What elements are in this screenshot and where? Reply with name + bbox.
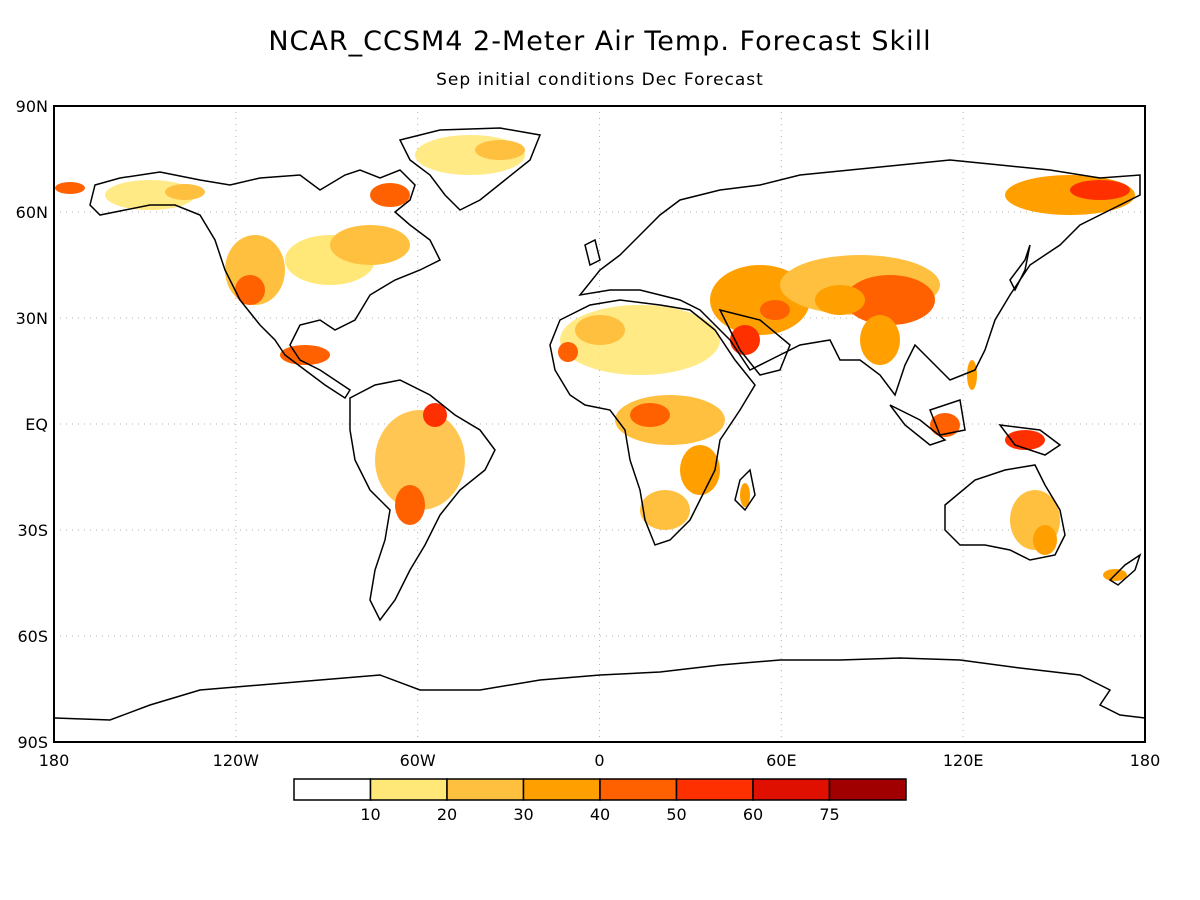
coastlines [54,127,1146,721]
colorbar-swatch [293,778,372,801]
lat-tick-label: 90S [17,733,48,752]
colorbar-swatch [675,778,754,801]
lon-tick-label: 120W [213,751,260,770]
lon-tick-label: 60W [400,751,436,770]
skill-shading [55,135,1135,581]
map-frame [53,105,1146,743]
colorbar-swatch [828,778,907,801]
colorbar-swatch [599,778,678,801]
lat-tick-label: 30S [17,521,48,540]
lon-tick-label: 120E [943,751,984,770]
longitude-labels: 180 120W 60W 0 60E 120E 180 [39,751,1161,770]
colorbar-label: 50 [666,805,686,824]
colorbar-swatch [522,778,601,801]
lat-tick-label: 60S [17,627,48,646]
lon-tick-label: 60E [766,751,796,770]
lat-tick-label: EQ [25,415,48,434]
lon-tick-label: 180 [39,751,70,770]
colorbar-swatch [752,778,831,801]
colorbar-label: 20 [437,805,457,824]
colorbar-swatch [369,778,448,801]
colorbar-label: 60 [743,805,763,824]
latitude-labels: 90N 60N 30N EQ 30S 60S 90S [16,97,48,752]
colorbar-swatch [446,778,525,801]
map-subtitle: Sep initial conditions Dec Forecast [436,70,764,90]
lon-tick-label: 0 [594,751,604,770]
grid-lines [54,106,1145,742]
lat-tick-label: 60N [16,203,48,222]
lon-tick-label: 180 [1130,751,1161,770]
colorbar-label: 10 [360,805,380,824]
map-title: NCAR_CCSM4 2-Meter Air Temp. Forecast Sk… [268,26,932,57]
lat-tick-label: 30N [16,309,48,328]
colorbar: 10 20 30 40 50 60 75 [293,778,907,824]
colorbar-label: 30 [513,805,533,824]
colorbar-label: 75 [819,805,839,824]
lat-tick-label: 90N [16,97,48,116]
colorbar-label: 40 [590,805,610,824]
